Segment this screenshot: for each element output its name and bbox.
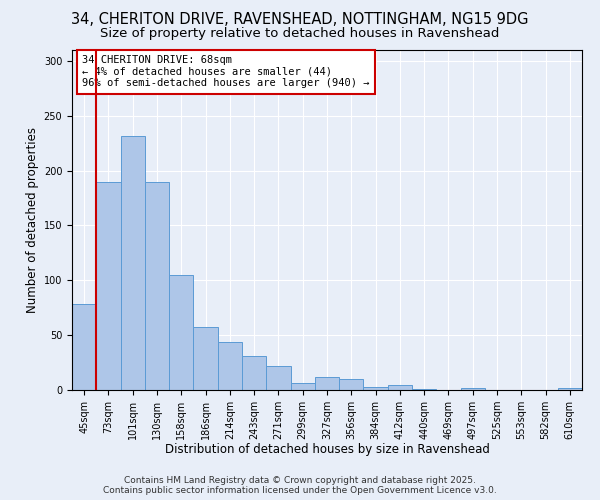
Bar (266, 366, 290, 390)
Bar (169, 275, 193, 390)
Bar (218, 342, 242, 390)
Bar (145, 182, 169, 390)
Bar (315, 377, 339, 390)
Bar (461, 388, 485, 390)
Bar (96, 182, 121, 390)
X-axis label: Distribution of detached houses by size in Ravenshead: Distribution of detached houses by size … (164, 444, 490, 456)
Text: Contains HM Land Registry data © Crown copyright and database right 2025.
Contai: Contains HM Land Registry data © Crown c… (103, 476, 497, 495)
Bar (193, 328, 218, 390)
Bar (72, 304, 96, 390)
Text: Size of property relative to detached houses in Ravenshead: Size of property relative to detached ho… (100, 28, 500, 40)
Bar (364, 386, 388, 390)
Bar (558, 388, 582, 390)
Bar (388, 384, 412, 390)
Bar (339, 379, 364, 390)
Y-axis label: Number of detached properties: Number of detached properties (26, 127, 40, 313)
Bar (121, 136, 145, 390)
Text: 34 CHERITON DRIVE: 68sqm
← 4% of detached houses are smaller (44)
96% of semi-de: 34 CHERITON DRIVE: 68sqm ← 4% of detache… (82, 55, 370, 88)
Bar (242, 356, 266, 390)
Bar (412, 389, 436, 390)
Bar (290, 384, 315, 390)
Text: 34, CHERITON DRIVE, RAVENSHEAD, NOTTINGHAM, NG15 9DG: 34, CHERITON DRIVE, RAVENSHEAD, NOTTINGH… (71, 12, 529, 28)
